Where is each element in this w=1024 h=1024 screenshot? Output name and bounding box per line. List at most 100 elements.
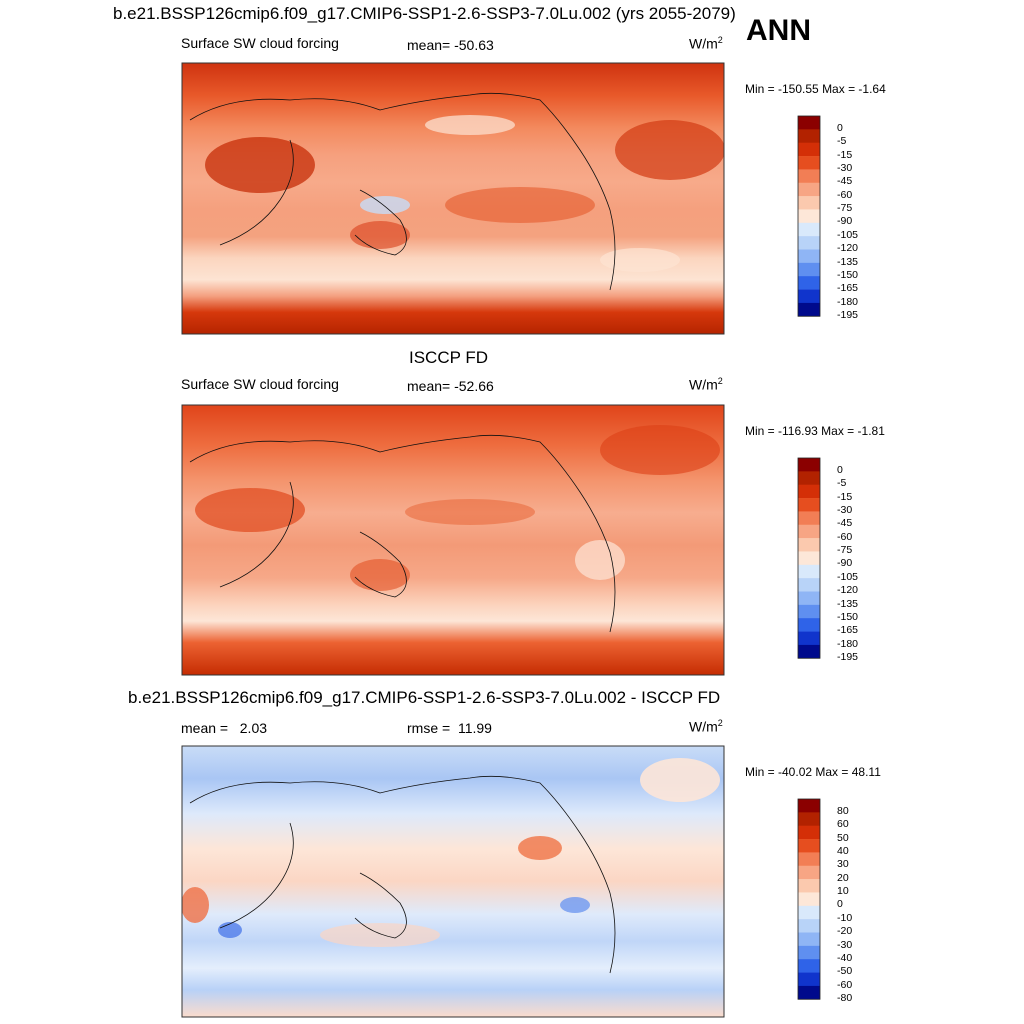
coastlines [189,92,616,974]
colorbar-tick-label: -165 [837,624,859,637]
panel1-title: b.e21.BSSP126cmip6.f09_g17.CMIP6-SSP1-2.… [113,4,736,23]
panel1-max: Max = -1.64 [822,82,886,96]
panel2-coastline [189,434,616,633]
panel3-west-positive [182,887,209,923]
panel2-mean-value: -52.66 [454,378,494,394]
colorbar-tick-label: -10 [837,911,853,924]
colorbar-cell [798,116,820,130]
panel1-units-sup: 2 [717,35,723,45]
panel3-mean: mean = 2.03 [181,720,267,736]
colorbar-cell [798,129,820,143]
colorbar-tick-label: -195 [837,650,859,663]
colorbar-tick-label: -75 [837,202,853,215]
colorbar-tick-label: 0 [837,464,843,476]
panel2-title: ISCCP FD [409,348,489,367]
colorbar-cell [798,289,820,304]
colorbar-tick-label: -105 [837,228,859,241]
colorbar-cell [798,142,820,157]
colorbar-cell [798,276,820,290]
season-label: ANN [746,14,811,47]
colorbar-tick-label: -90 [837,215,853,228]
panel3-mean-value: 2.03 [239,720,268,736]
colorbar-tick-label: -180 [837,637,859,650]
colorbar-cell [798,972,820,987]
panel2-colorbar [797,457,821,659]
colorbar-cell [798,959,820,973]
colorbar-tick-label: -45 [837,175,853,188]
colorbar-frame [797,115,821,317]
panel2-australia [350,559,410,591]
panel2-mean: mean= -52.66 [407,378,494,394]
panel2-variable: Surface SW cloud forcing [181,376,339,392]
panel2-min: Min = -116.93 [745,424,818,438]
colorbar-frame [797,798,821,1000]
colorbar-tick-label: -90 [837,557,853,570]
colorbar-tick-label: -150 [837,268,859,281]
panel1-itcz-band [425,115,515,135]
colorbar-cell [798,932,820,947]
panel1-units-text: W/m [689,35,718,52]
colorbar-cell [798,879,820,893]
panel1-mean-value: -50.63 [454,37,494,53]
colorbar-tick-label: 60 [837,818,849,831]
panel3-field [182,746,724,1017]
colorbar-cell [798,538,820,552]
colorbar-cell [798,302,820,317]
panel1-africa-high [205,137,315,193]
panel2-samerica-band [575,540,625,580]
panel3-pacific-positive [518,836,562,860]
colorbar-tick-label: -165 [837,282,859,295]
colorbar-cell [798,222,820,237]
colorbar-cell [798,182,820,197]
colorbar-cell [798,169,820,184]
panel2-max: Max = -1.81 [821,424,885,438]
colorbar-cell [798,249,820,264]
colorbar-tick-label: 0 [837,122,843,134]
panel2-mean-label: mean= [407,378,451,394]
colorbar-cell [798,578,820,592]
colorbar-cell [798,865,820,880]
panel3-southern-positive [320,923,440,947]
panel2-atlantic-high [600,425,720,475]
colorbar-tick-label: -135 [837,597,859,610]
colorbar-cell [798,484,820,499]
colorbar-tick-label: -30 [837,162,853,175]
colorbar-cell [798,196,820,210]
colorbar-cell [798,839,820,853]
colorbar-tick-label: -50 [837,965,853,978]
colorbar-tick-label: -5 [837,135,847,148]
colorbar-cell [798,511,820,526]
panel3-rmse-label: rmse = [407,720,451,736]
panel2-units: W/m2 [689,376,723,393]
colorbar-tick-label: -150 [837,610,859,623]
panel1-coastline [189,92,616,291]
colorbar-tick-label: -15 [837,490,853,503]
panel3-minmax: Min = -40.02 Max = 48.11 [745,765,881,779]
colorbar-tick-label: -60 [837,978,853,991]
panel2-minmax: Min = -116.93 Max = -1.81 [745,424,885,438]
panel3-min: Min = -40.02 [745,765,813,779]
panel2-africa-high [195,488,305,532]
colorbar-tick-label: -60 [837,188,853,201]
colorbar-cell [798,618,820,632]
colorbar-cell [798,471,820,485]
colorbar-tick-label: -120 [837,242,859,255]
panel1-minmax: Min = -150.55 Max = -1.64 [745,82,886,96]
panel1-frame [181,62,725,335]
colorbar-cell [798,209,820,224]
colorbar-tick-label: -120 [837,584,859,597]
panel1-mean: mean= -50.63 [407,37,494,53]
panel1-units: W/m2 [689,35,723,52]
colorbar-cell [798,631,820,646]
panel2-map [182,405,724,675]
panel3-max: Max = 48.11 [815,765,881,779]
panel2-frame [181,404,725,676]
panel1-warmpool-low [360,196,410,214]
panel1-colorbar [797,115,821,317]
panel3-rmse: rmse = 11.99 [407,720,492,736]
colorbar-cell [798,604,820,619]
colorbar-cell [798,945,820,960]
panel1-map [182,63,724,334]
colorbar-cell [798,262,820,277]
